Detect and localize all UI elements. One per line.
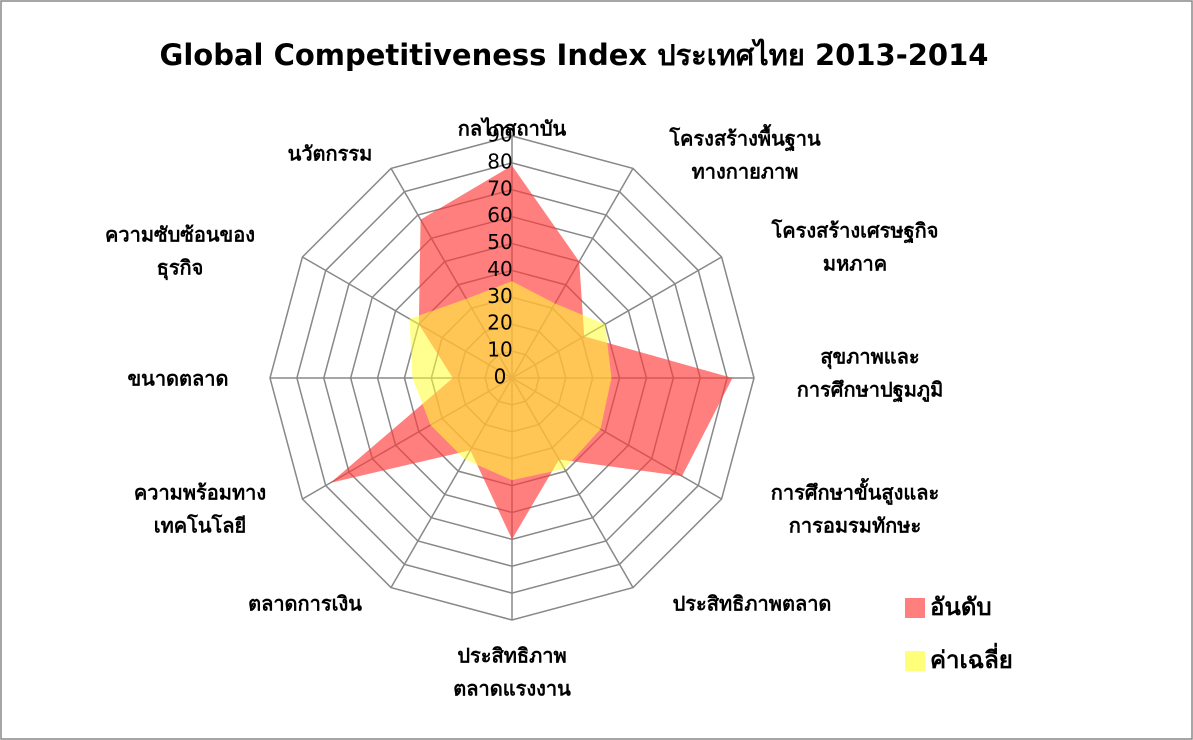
- series: [409, 281, 612, 481]
- chart-title: Global Competitiveness Index ประเทศไทย 2…: [160, 38, 989, 72]
- axis-label: นวัตกรรม: [288, 142, 373, 166]
- axis-label: การศึกษาขั้นสูงและ: [771, 478, 940, 507]
- axis-label: เทคโนโลยี: [154, 514, 247, 538]
- axis-label: กลไกสถาบัน: [458, 117, 567, 141]
- legend-swatch: [905, 651, 925, 671]
- y-tick-label: 80: [487, 149, 512, 173]
- axis-label: ประสิทธิภาพ: [457, 644, 566, 668]
- y-tick-label: 60: [487, 203, 512, 227]
- axis-label: สุขภาพและ: [820, 345, 919, 370]
- legend-label: ค่าเฉลี่ย: [930, 642, 1013, 674]
- y-tick-label: 0: [494, 365, 507, 389]
- y-tick-label: 70: [487, 176, 512, 200]
- legend-label: อันดับ: [930, 593, 992, 621]
- y-tick-label: 90: [487, 123, 512, 147]
- areas: [330, 165, 733, 540]
- axis-label: ขนาดตลาด: [127, 367, 228, 391]
- axis-label: มหภาค: [823, 252, 887, 276]
- y-tick-label: 50: [487, 230, 512, 254]
- y-tick-label: 40: [487, 257, 512, 281]
- y-tick-label: 10: [487, 338, 512, 362]
- y-tick-label: 30: [487, 284, 512, 308]
- axis-label: โครงสร้างพื้นฐาน: [668, 124, 821, 153]
- axis-label: ทางกายภาพ: [692, 160, 799, 184]
- legend-swatch: [905, 598, 925, 618]
- axis-label: ธุรกิจ: [157, 256, 204, 281]
- axis-label: ความพร้อมทาง: [134, 481, 266, 505]
- axis-label: ประสิทธิภาพตลาด: [673, 592, 832, 616]
- axis-label: ความซับซ้อนของ: [105, 223, 255, 247]
- axis-label: ตลาดแรงงาน: [453, 677, 571, 701]
- y-tick-label: 20: [487, 311, 512, 335]
- axis-label: การอมรมทักษะ: [789, 514, 921, 538]
- axis-label: ตลาดการเงิน: [248, 592, 362, 616]
- series-area: [409, 281, 612, 481]
- axis-label: การศึกษาปฐมภูมิ: [797, 378, 944, 404]
- axis-label: โครงสร้างเศรษฐกิจ: [771, 219, 939, 245]
